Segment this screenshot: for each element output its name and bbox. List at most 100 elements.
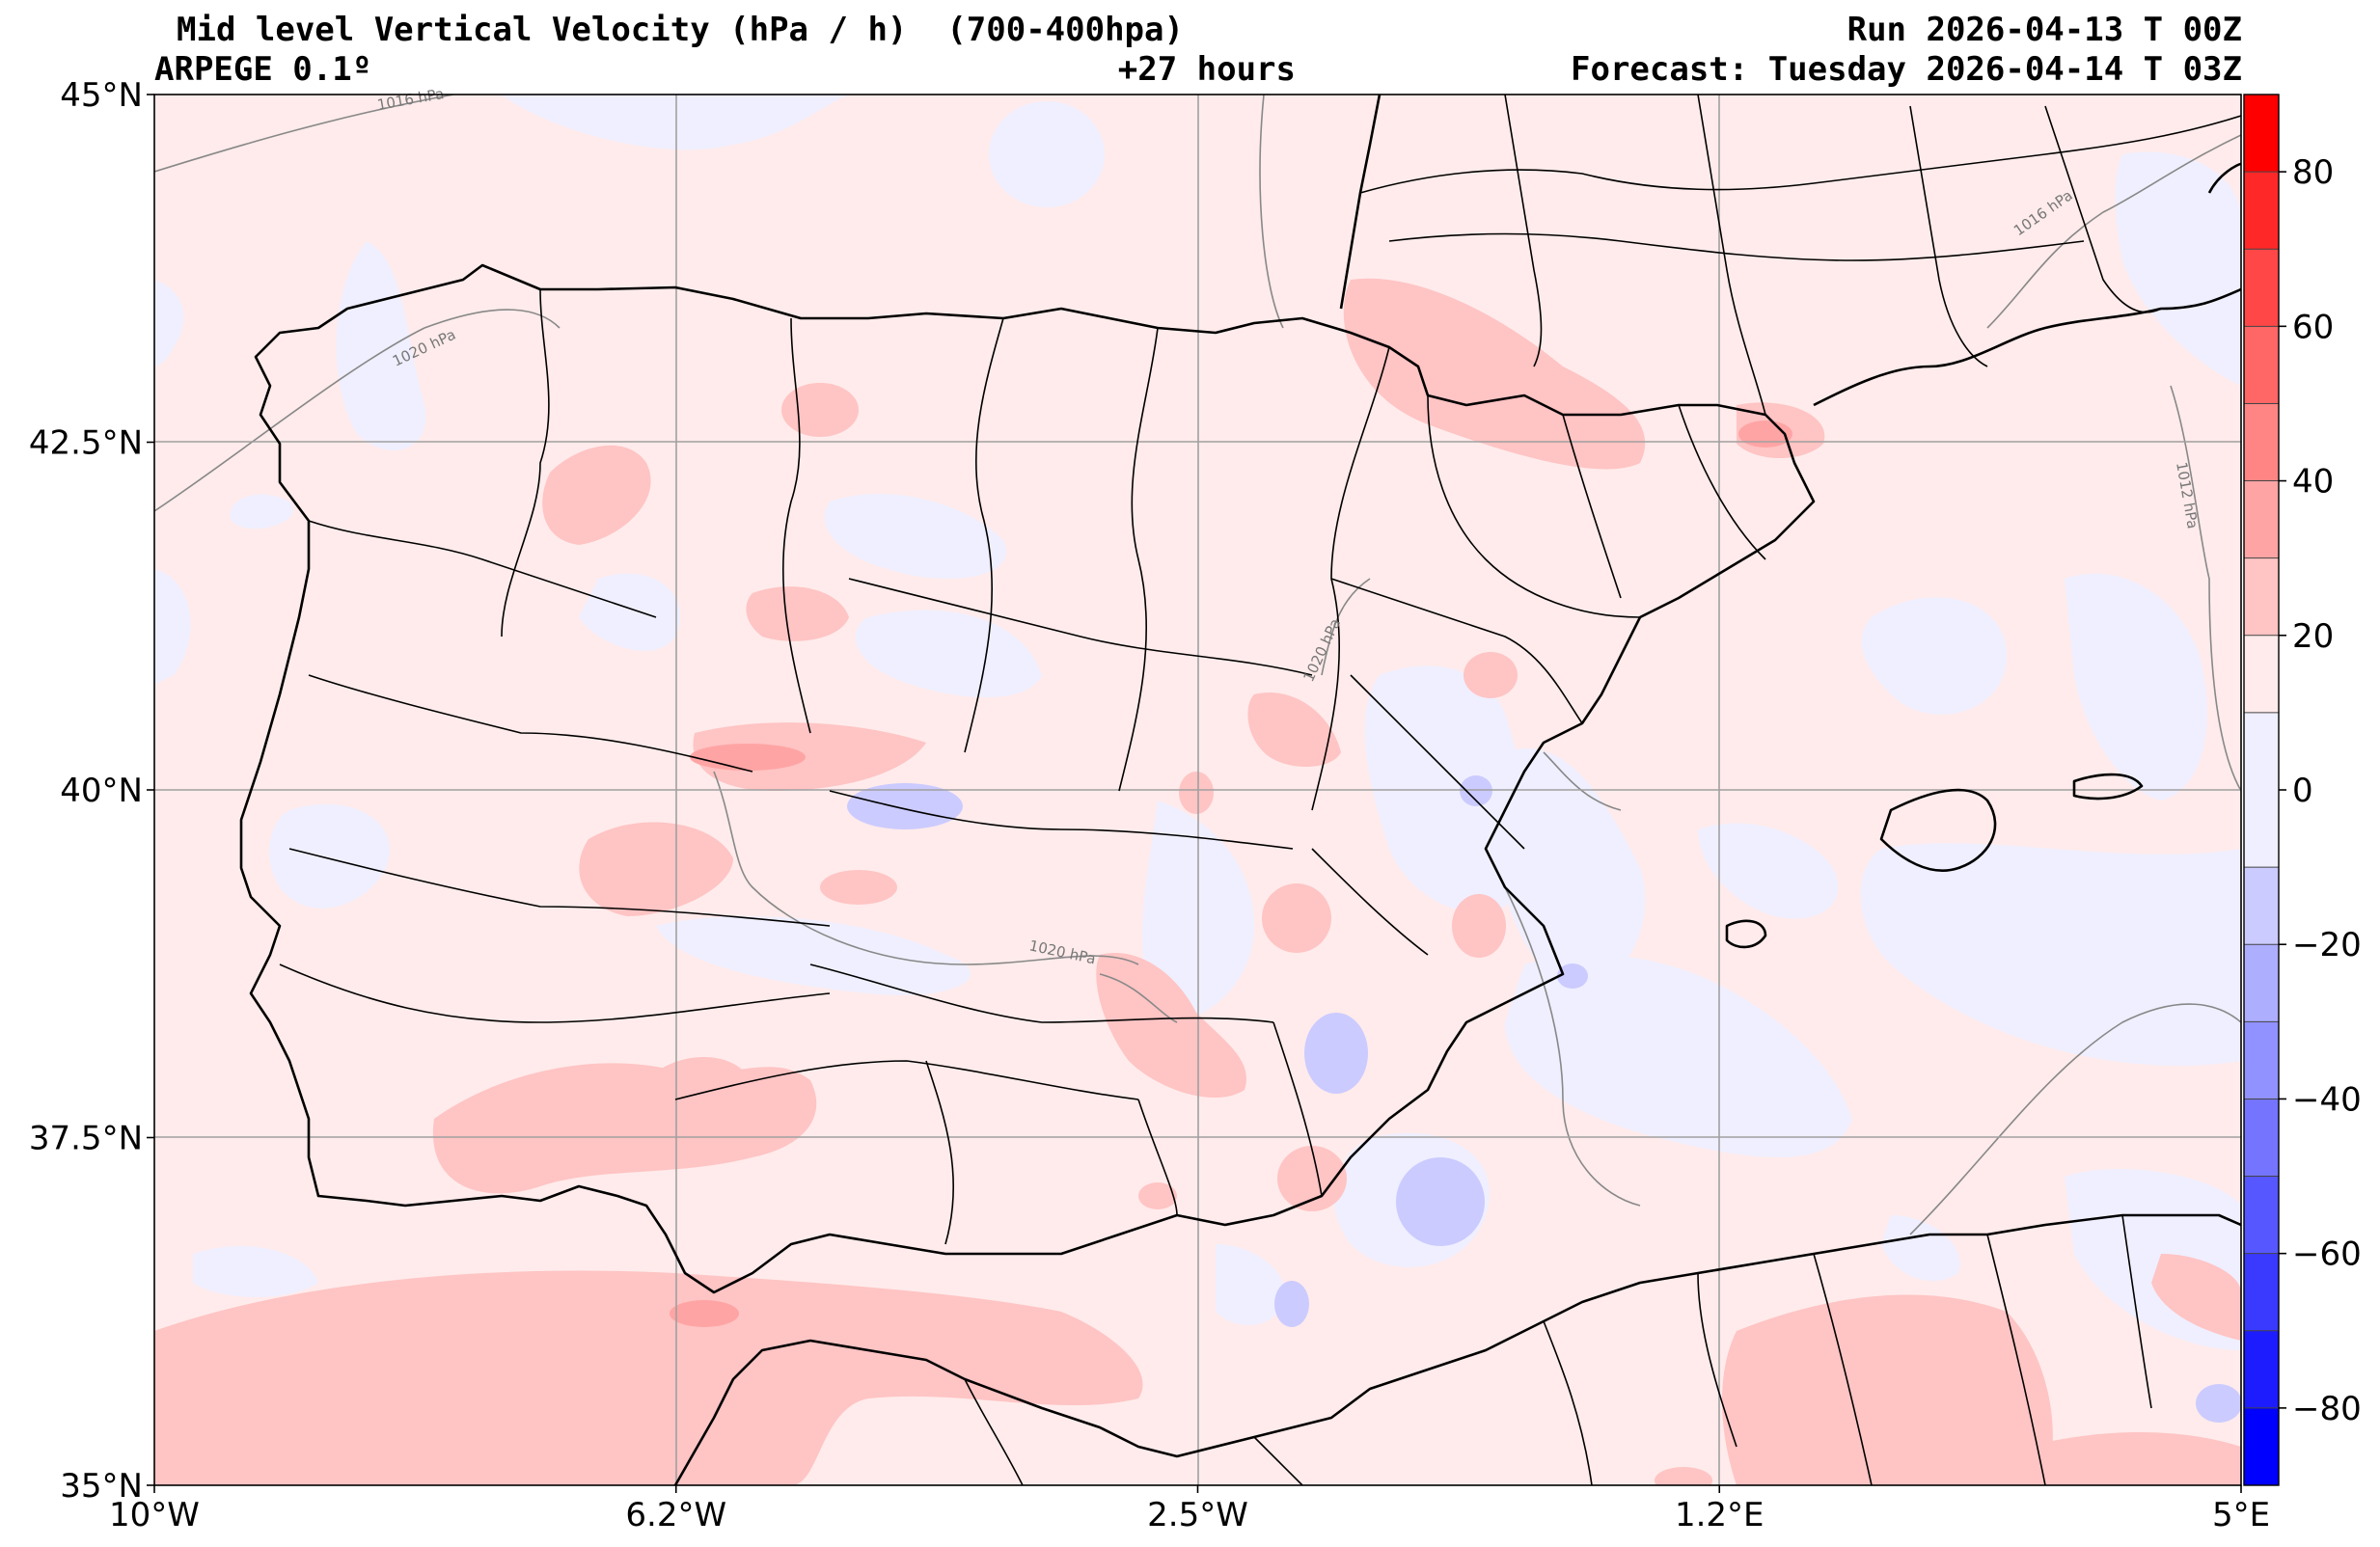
admin-border bbox=[2044, 105, 2162, 313]
isobar-line bbox=[154, 309, 561, 512]
isobar-line bbox=[1504, 886, 1641, 1207]
admin-border bbox=[288, 848, 831, 927]
ibiza-coastline bbox=[1725, 919, 1767, 949]
colorbar-tick-label: 0 bbox=[2292, 772, 2313, 810]
descent-region bbox=[1247, 692, 1341, 767]
ascent-region bbox=[230, 494, 294, 529]
descent-region bbox=[2151, 1254, 2241, 1341]
colorbar-segment bbox=[2244, 712, 2279, 868]
ascent-region bbox=[1860, 843, 2241, 1067]
colorbar-segment bbox=[2244, 944, 2279, 1022]
descent-region bbox=[746, 586, 849, 641]
admin-border bbox=[308, 520, 657, 618]
lon-tick-label: 5°E bbox=[2212, 1496, 2270, 1534]
moderate-ascent-regions bbox=[847, 775, 2241, 1423]
lead-time-label: +27 hours bbox=[1117, 50, 1296, 89]
admin-border bbox=[1697, 95, 1766, 416]
ascent-region bbox=[1698, 823, 1839, 919]
colorbar-tick-label: 60 bbox=[2292, 308, 2334, 346]
colorbar-segment bbox=[2244, 1021, 2279, 1099]
isobars bbox=[154, 95, 2241, 1235]
descent-region bbox=[693, 722, 926, 791]
admin-border bbox=[1253, 1436, 1303, 1485]
colorbar-segment bbox=[2244, 1176, 2279, 1254]
corsica-coastline bbox=[2207, 162, 2241, 194]
run-label: Run 2026-04-13 T 00Z bbox=[1847, 11, 2242, 49]
lon-tick-label: 1.2°E bbox=[1675, 1496, 1764, 1534]
isobar-line bbox=[1986, 134, 2241, 329]
colorbar-segment bbox=[2244, 326, 2279, 404]
admin-border bbox=[1504, 95, 1543, 367]
ascent-region bbox=[2065, 573, 2207, 801]
descent-region bbox=[1655, 1467, 1712, 1485]
lat-tick-label: 35°N bbox=[60, 1467, 143, 1506]
colorbar-segment bbox=[2244, 172, 2279, 250]
admin-border bbox=[674, 1060, 1139, 1100]
strong-descent-region bbox=[690, 744, 806, 771]
isobar-line bbox=[1543, 751, 1622, 811]
admin-border bbox=[964, 1378, 1024, 1485]
admin-border bbox=[1137, 1099, 1178, 1216]
admin-border bbox=[1388, 232, 2085, 261]
admin-border bbox=[1330, 578, 1583, 724]
admin-border bbox=[925, 1060, 955, 1245]
ascent-regions bbox=[154, 95, 2241, 1350]
lat-tick-label: 40°N bbox=[60, 772, 143, 810]
admin-border bbox=[1272, 1021, 1323, 1197]
ascent-region bbox=[1495, 748, 1646, 1003]
admin-border bbox=[1311, 848, 1429, 956]
colorbar-tick-label: 20 bbox=[2292, 617, 2334, 656]
admin-border bbox=[848, 578, 1313, 676]
colorbar-tick-label: −40 bbox=[2292, 1080, 2362, 1119]
colorbar-segment bbox=[2244, 249, 2279, 327]
colorbar-tick-label: −80 bbox=[2292, 1390, 2362, 1428]
ascent-region bbox=[855, 610, 1042, 698]
descent-region bbox=[154, 1270, 1143, 1485]
descent-region bbox=[1452, 894, 1506, 958]
colorbar-segment bbox=[2244, 95, 2279, 173]
ascent-region bbox=[336, 241, 426, 450]
model-label: ARPEGE 0.1º bbox=[154, 50, 372, 89]
strong-descent-region bbox=[670, 1300, 739, 1327]
isobar-line bbox=[713, 771, 1139, 965]
ascent-region bbox=[1216, 1244, 1285, 1325]
descent-region bbox=[542, 445, 651, 545]
moderate-ascent-region bbox=[847, 783, 963, 829]
colorbar-segment bbox=[2244, 403, 2279, 481]
isobar-line bbox=[1259, 95, 1284, 329]
descent-region bbox=[1464, 652, 1518, 698]
admin-border bbox=[1118, 327, 1159, 792]
colorbar-segment bbox=[2244, 1253, 2279, 1331]
ascent-region bbox=[2115, 151, 2241, 386]
descent-region bbox=[1138, 1182, 1177, 1209]
descent-regions bbox=[154, 278, 2241, 1485]
admin-border bbox=[1697, 1272, 1737, 1448]
admin-border bbox=[1562, 414, 1622, 599]
colorbar-segment bbox=[2244, 480, 2279, 558]
admin-border bbox=[1986, 1234, 2046, 1485]
admin-border bbox=[1359, 115, 2241, 194]
moderate-ascent-region bbox=[1304, 1013, 1368, 1094]
menorca-coastline bbox=[2072, 773, 2144, 801]
forecast-label: Forecast: Tuesday 2026-04-14 T 03Z bbox=[1571, 50, 2242, 89]
descent-region bbox=[1343, 278, 1646, 470]
descent-region bbox=[1262, 883, 1331, 953]
isobar-line bbox=[1909, 1003, 2241, 1235]
colorbar-segment bbox=[2244, 1099, 2279, 1177]
colorbar-segment bbox=[2244, 1330, 2279, 1408]
descent-region bbox=[646, 1057, 743, 1103]
ascent-region bbox=[1881, 1215, 1960, 1282]
ascent-region bbox=[154, 569, 191, 685]
admin-border bbox=[1909, 105, 1988, 367]
mallorca-coastline bbox=[1879, 788, 1997, 872]
lon-tick-label: 6.2°W bbox=[625, 1496, 726, 1534]
descent-region bbox=[820, 870, 897, 905]
strong-descent-regions bbox=[670, 421, 1792, 1327]
admin-border bbox=[1543, 1320, 1593, 1485]
moderate-ascent-region bbox=[1460, 775, 1492, 806]
isobar-line bbox=[1321, 578, 1371, 676]
ascent-region bbox=[989, 101, 1105, 207]
lat-tick-label: 37.5°N bbox=[29, 1120, 143, 1158]
admin-border bbox=[829, 790, 1294, 850]
